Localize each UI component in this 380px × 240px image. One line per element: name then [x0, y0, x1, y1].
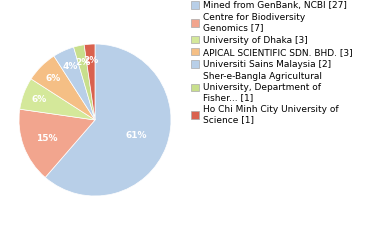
Wedge shape — [20, 79, 95, 120]
Wedge shape — [31, 56, 95, 120]
Wedge shape — [54, 47, 95, 120]
Wedge shape — [74, 45, 95, 120]
Text: 6%: 6% — [46, 74, 61, 83]
Text: 2%: 2% — [83, 56, 98, 65]
Text: 15%: 15% — [36, 134, 57, 143]
Text: 61%: 61% — [125, 131, 147, 140]
Wedge shape — [19, 109, 95, 177]
Wedge shape — [84, 44, 95, 120]
Text: 6%: 6% — [32, 95, 47, 104]
Text: 2%: 2% — [75, 58, 90, 66]
Text: 4%: 4% — [63, 62, 78, 71]
Legend: Mined from GenBank, NCBI [27], Centre for Biodiversity
Genomics [7], University : Mined from GenBank, NCBI [27], Centre fo… — [190, 0, 353, 125]
Wedge shape — [45, 44, 171, 196]
